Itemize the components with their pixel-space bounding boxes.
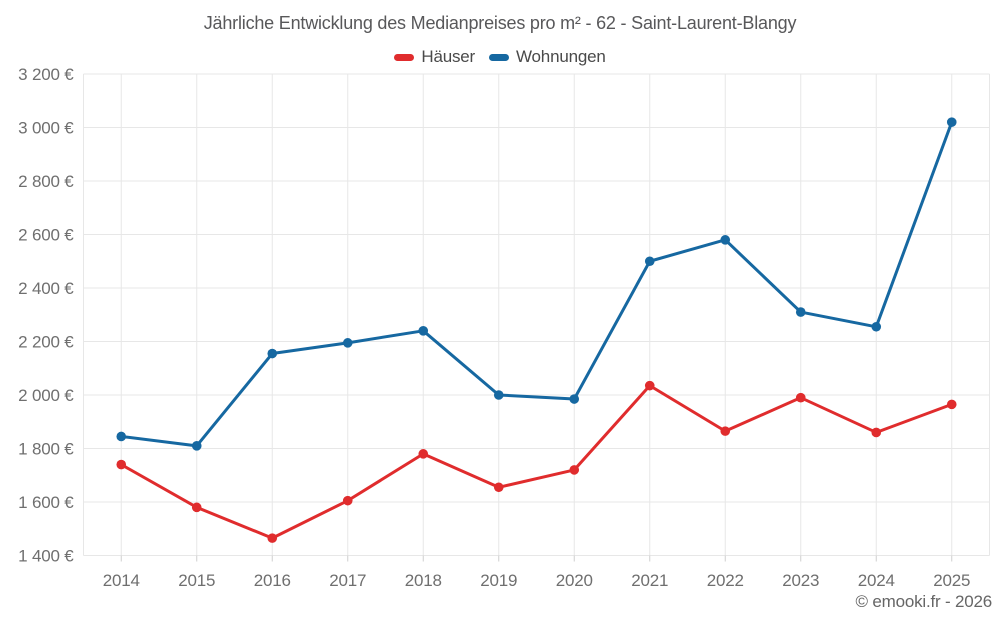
data-point-häuser-2018[interactable] [418,449,429,459]
x-axis-label: 2025 [933,571,970,590]
x-axis-label: 2022 [707,571,744,590]
data-point-häuser-2020[interactable] [569,465,580,475]
x-axis-label: 2024 [858,571,895,590]
legend-item-haeuser[interactable]: Häuser [394,47,475,67]
data-point-wohnungen-2022[interactable] [720,235,731,245]
data-point-häuser-2022[interactable] [720,426,731,436]
data-point-häuser-2021[interactable] [644,380,655,391]
data-point-wohnungen-2017[interactable] [342,338,353,348]
legend-label-haeuser: Häuser [421,47,476,66]
data-point-häuser-2024[interactable] [871,427,882,438]
data-point-wohnungen-2019[interactable] [493,390,504,400]
data-point-wohnungen-2020[interactable] [569,394,580,404]
data-point-wohnungen-2023[interactable] [795,307,806,317]
y-axis-label: 2 400 € [18,279,74,298]
x-axis-label: 2017 [329,571,366,590]
x-axis-label: 2018 [405,571,442,590]
data-point-häuser-2017[interactable] [342,495,353,506]
x-axis-label: 2021 [631,571,668,590]
chart-title: Jährliche Entwicklung des Medianpreises … [203,13,797,33]
data-point-häuser-2025[interactable] [946,399,957,410]
y-axis-label: 2 600 € [18,226,74,245]
y-axis-label: 2 800 € [18,172,74,191]
data-point-wohnungen-2025[interactable] [946,117,957,127]
data-point-wohnungen-2018[interactable] [418,326,429,336]
x-axis-label: 2016 [254,571,291,590]
data-point-wohnungen-2014[interactable] [116,431,127,442]
y-axis-label: 1 800 € [18,440,74,459]
data-point-häuser-2016[interactable] [267,533,278,543]
x-axis-label: 2014 [103,571,140,590]
y-axis-label: 1 600 € [18,493,74,512]
x-axis-label: 2020 [556,571,593,590]
legend-swatch-haeuser-icon [394,53,415,61]
x-axis-label: 2019 [480,571,517,590]
data-point-wohnungen-2021[interactable] [644,256,655,267]
data-point-wohnungen-2024[interactable] [871,321,882,332]
legend-label-wohnungen: Wohnungen [516,47,606,66]
y-axis-label: 3 000 € [18,119,74,138]
legend-item-wohnungen[interactable]: Wohnungen [489,47,606,67]
data-point-häuser-2014[interactable] [116,459,127,470]
y-axis-label: 1 400 € [18,547,74,566]
data-point-häuser-2019[interactable] [493,482,504,493]
x-axis-label: 2023 [782,571,819,590]
series-line-wohnungen [119,120,954,448]
data-point-wohnungen-2015[interactable] [191,441,202,451]
y-axis-label: 2 200 € [18,333,74,352]
attribution-text: © emooki.fr - 2026 [855,592,993,611]
x-axis-label: 2015 [178,571,215,590]
series-line-häuser [119,384,954,540]
data-point-häuser-2015[interactable] [191,502,202,513]
legend: Häuser Wohnungen [0,47,1000,67]
legend-swatch-wohnungen-icon [489,53,510,61]
data-point-wohnungen-2016[interactable] [267,348,278,359]
y-axis-label: 2 000 € [18,386,74,405]
y-axis-label: 3 200 € [18,65,74,84]
data-point-häuser-2023[interactable] [795,392,806,403]
